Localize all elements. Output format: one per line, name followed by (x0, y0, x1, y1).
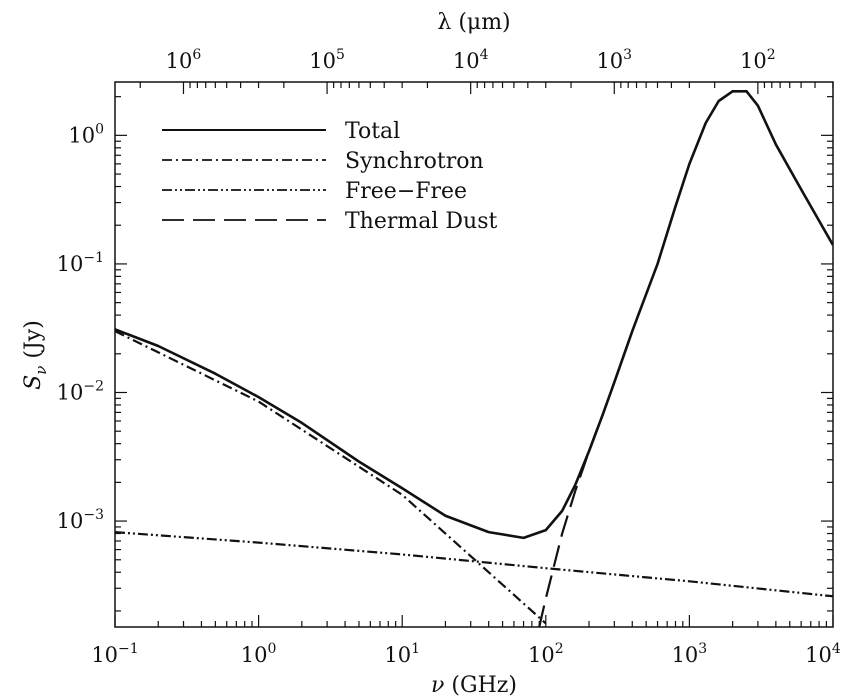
y-tick-label: 10−2 (57, 378, 104, 404)
x-tick-label: 103 (672, 641, 708, 667)
top-tick-label: 105 (309, 47, 345, 73)
series-synchrotron-line (115, 330, 547, 625)
top-tick-label: 106 (166, 47, 202, 73)
axis-ticks: 10−1 100 101 102 103 104 100 10−1 10−2 10−3 106 105… (57, 47, 841, 667)
series-group (115, 90, 833, 627)
y-tick-label: 10−3 (57, 507, 104, 533)
x-axis-title: ν (GHz) (431, 673, 517, 698)
y-tick-label: 10−1 (57, 250, 104, 276)
top-axis-title: λ (μm) (437, 10, 510, 35)
top-tick-label: 104 (453, 47, 489, 73)
legend-label: Synchrotron (345, 149, 484, 174)
top-tick-label: 102 (740, 47, 776, 73)
legend-label: Thermal Dust (345, 209, 497, 234)
x-tick-label: 10−1 (91, 641, 138, 667)
legend: Total Synchrotron Free−Free Thermal Dust (162, 119, 497, 234)
x-tick-label: 100 (241, 641, 277, 667)
top-tick-label: 103 (596, 47, 632, 73)
plot-frame (114, 81, 834, 628)
x-tick-label: 102 (528, 641, 564, 667)
y-tick-label: 100 (68, 121, 104, 147)
series-free-free-line (115, 531, 833, 598)
x-tick-label: 104 (805, 641, 841, 667)
x-tick-label: 101 (384, 641, 420, 667)
legend-label: Total (345, 119, 400, 144)
y-axis-title: Sν (Jy) (21, 320, 50, 390)
legend-label: Free−Free (345, 179, 467, 204)
series-thermal-dust-line (538, 330, 634, 627)
